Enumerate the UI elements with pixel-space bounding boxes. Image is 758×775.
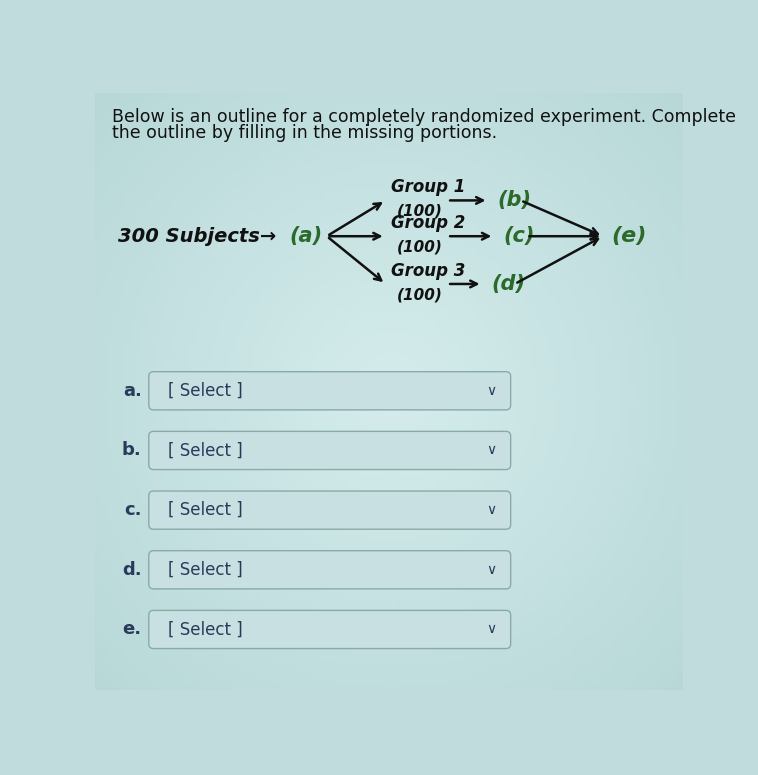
- Text: d.: d.: [122, 561, 142, 579]
- Text: ∨: ∨: [486, 563, 496, 577]
- FancyBboxPatch shape: [149, 491, 511, 529]
- Text: (a): (a): [290, 226, 323, 246]
- Text: ∨: ∨: [486, 503, 496, 517]
- Text: [ Select ]: [ Select ]: [168, 442, 243, 460]
- Text: [ Select ]: [ Select ]: [168, 621, 243, 639]
- Text: (c): (c): [503, 226, 534, 246]
- Text: (e): (e): [612, 226, 647, 246]
- Text: a.: a.: [123, 382, 142, 400]
- Text: (100): (100): [397, 239, 443, 254]
- Text: ∨: ∨: [486, 384, 496, 398]
- Text: (100): (100): [397, 288, 443, 302]
- Text: ∨: ∨: [486, 443, 496, 457]
- FancyBboxPatch shape: [149, 432, 511, 470]
- Text: Below is an outline for a completely randomized experiment. Complete: Below is an outline for a completely ran…: [112, 108, 736, 126]
- Text: ∨: ∨: [486, 622, 496, 636]
- Text: (100): (100): [397, 204, 443, 219]
- Text: (b): (b): [497, 191, 531, 211]
- Text: [ Select ]: [ Select ]: [168, 501, 243, 519]
- Text: [ Select ]: [ Select ]: [168, 382, 243, 400]
- Text: Group 2: Group 2: [391, 214, 465, 232]
- Text: the outline by filling in the missing portions.: the outline by filling in the missing po…: [112, 124, 497, 142]
- Text: Group 3: Group 3: [391, 262, 465, 280]
- Text: (d): (d): [491, 274, 525, 294]
- Text: 300 Subjects→: 300 Subjects→: [118, 227, 277, 246]
- Text: b.: b.: [122, 442, 142, 460]
- FancyBboxPatch shape: [149, 551, 511, 589]
- Text: c.: c.: [124, 501, 142, 519]
- Text: [ Select ]: [ Select ]: [168, 561, 243, 579]
- FancyBboxPatch shape: [149, 611, 511, 649]
- Text: e.: e.: [123, 621, 142, 639]
- FancyBboxPatch shape: [149, 372, 511, 410]
- Text: Group 1: Group 1: [391, 178, 465, 196]
